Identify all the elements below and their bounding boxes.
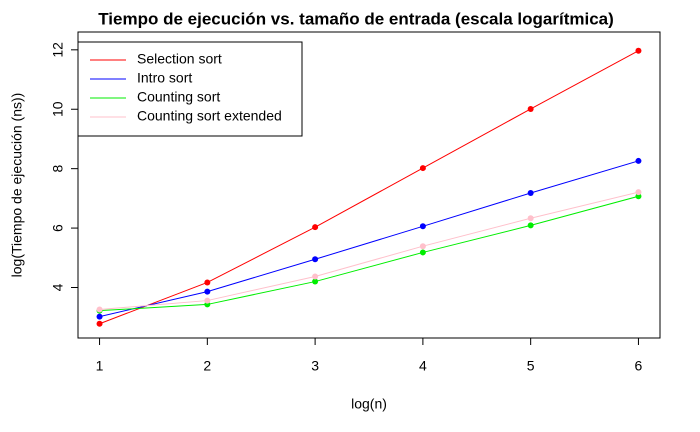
data-point [635, 193, 642, 200]
y-tick-label: 6 [50, 224, 66, 232]
data-point [312, 273, 319, 280]
data-point [635, 47, 642, 54]
legend-label: Selection sort [137, 51, 222, 67]
data-point [96, 313, 103, 320]
x-tick-label: 1 [96, 358, 104, 374]
data-point [419, 223, 426, 230]
data-point [635, 157, 642, 164]
series-line [99, 50, 639, 325]
data-point [204, 288, 211, 295]
data-point [527, 215, 534, 222]
series-line [99, 195, 639, 312]
data-point [419, 243, 426, 250]
x-tick-label: 3 [311, 358, 319, 374]
chart-title: Tiempo de ejecución vs. tamaño de entrad… [98, 9, 614, 28]
data-point [96, 306, 103, 313]
data-point [527, 222, 534, 229]
data-point [312, 224, 319, 231]
data-point [527, 190, 534, 197]
x-axis-label: log(n) [351, 396, 387, 412]
x-tick-label: 6 [635, 358, 643, 374]
y-tick-label: 4 [50, 283, 66, 291]
x-tick-label: 2 [203, 358, 211, 374]
data-point [419, 165, 426, 172]
x-tick-label: 5 [527, 358, 535, 374]
data-point [96, 320, 103, 327]
x-tick-label: 4 [419, 358, 427, 374]
series-line [99, 191, 639, 310]
data-point [312, 278, 319, 285]
legend-label: Intro sort [137, 70, 192, 86]
data-point [527, 105, 534, 112]
series-line [99, 160, 639, 318]
data-point [635, 189, 642, 196]
y-tick-label: 10 [50, 101, 66, 117]
y-tick-label: 12 [50, 42, 66, 58]
data-point [204, 297, 211, 304]
legend-label: Counting sort extended [137, 108, 282, 124]
data-point [312, 256, 319, 263]
legend-label: Counting sort [137, 89, 220, 105]
y-tick-label: 8 [50, 165, 66, 173]
data-point [204, 279, 211, 286]
data-point [419, 249, 426, 256]
legend-box [77, 41, 303, 137]
y-axis-label: log(Tiempo de ejecución (ns)) [9, 93, 25, 278]
